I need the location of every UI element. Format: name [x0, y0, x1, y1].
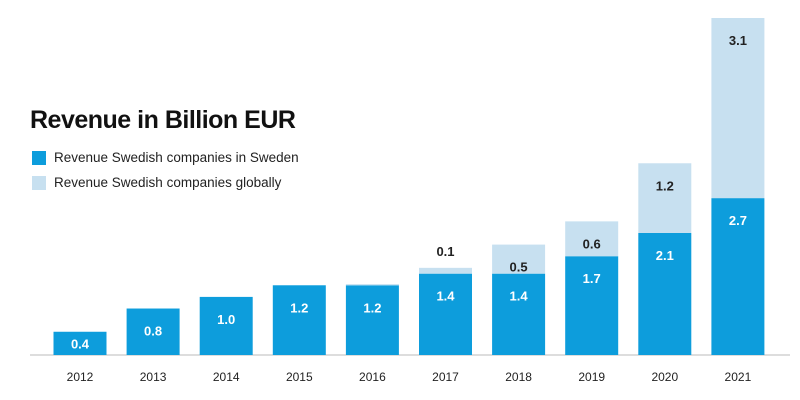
x-tick-label-2014: 2014 — [213, 370, 240, 384]
bar-globally-2020 — [638, 163, 692, 233]
x-tick-label-2020: 2020 — [651, 370, 678, 384]
bar-sweden-2020 — [638, 232, 692, 355]
legend-swatch-sweden — [32, 150, 46, 165]
data-label-sweden-2019: 1.7 — [583, 271, 601, 286]
bar-globally-2017 — [419, 267, 472, 274]
chart-title: Revenue in Billion EUR — [30, 106, 296, 134]
x-tick-label-2018: 2018 — [505, 370, 532, 384]
data-label-sweden-2012: 0.4 — [71, 336, 90, 351]
bar-sweden-2013 — [126, 308, 180, 355]
data-label-sweden-2017: 1.4 — [436, 289, 455, 304]
bar-sweden-2018 — [492, 273, 546, 355]
bar-sweden-2021 — [711, 198, 765, 355]
bar-sweden-2012 — [53, 331, 107, 355]
bar-globally-2018 — [492, 244, 546, 274]
x-tick-label-2015: 2015 — [286, 370, 313, 384]
bar-globally-2016 — [345, 284, 399, 286]
bar-sweden-2017 — [419, 273, 472, 355]
bar-sweden-2014 — [199, 296, 253, 355]
data-label-sweden-2016: 1.2 — [363, 300, 381, 315]
legend-item-globally: Revenue Swedish companies globally — [32, 170, 299, 195]
data-label-globally-2017: 0.1 — [436, 244, 454, 259]
x-tick-label-2012: 2012 — [67, 370, 94, 384]
bar-sweden-2015 — [272, 285, 326, 355]
legend-label-sweden: Revenue Swedish companies in Sweden — [54, 150, 299, 165]
x-tick-label-2019: 2019 — [578, 370, 605, 384]
legend-item-sweden: Revenue Swedish companies in Sweden — [32, 145, 299, 170]
legend-swatch-globally — [32, 175, 46, 190]
data-label-globally-2020: 1.2 — [656, 178, 674, 193]
chart-legend: Revenue Swedish companies in Sweden Reve… — [32, 145, 299, 195]
x-tick-label-2021: 2021 — [725, 370, 752, 384]
legend-label-globally: Revenue Swedish companies globally — [54, 175, 282, 190]
x-tick-label-2017: 2017 — [432, 370, 459, 384]
data-label-sweden-2020: 2.1 — [656, 248, 674, 263]
data-label-globally-2019: 0.6 — [583, 236, 601, 251]
data-label-sweden-2015: 1.2 — [290, 300, 308, 315]
data-label-sweden-2014: 1.0 — [217, 312, 235, 327]
data-label-sweden-2013: 0.8 — [144, 324, 162, 339]
data-label-sweden-2018: 1.4 — [510, 289, 529, 304]
data-label-globally-2021: 3.1 — [729, 33, 747, 48]
bar-sweden-2019 — [565, 256, 619, 355]
x-tick-label-2016: 2016 — [359, 370, 386, 384]
bar-sweden-2016 — [345, 285, 399, 355]
bar-globally-2019 — [565, 221, 619, 257]
bar-globally-2021 — [711, 18, 765, 199]
data-label-sweden-2021: 2.7 — [729, 213, 747, 228]
data-label-globally-2018: 0.5 — [510, 260, 528, 275]
x-tick-label-2013: 2013 — [140, 370, 167, 384]
